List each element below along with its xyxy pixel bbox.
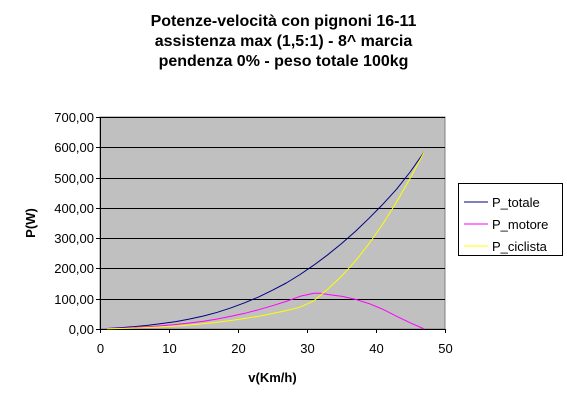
- legend: P_totale P_motore P_ciclista: [458, 183, 563, 256]
- y-tick-label: 100,00: [54, 292, 94, 307]
- series-group: [106, 151, 425, 330]
- series-line-p-ciclista: [106, 151, 425, 330]
- y-tick-label: 300,00: [54, 231, 94, 246]
- grid-lines: [100, 117, 445, 300]
- x-tick-label: 0: [97, 341, 104, 356]
- legend-label-p-ciclista: P_ciclista: [492, 239, 548, 254]
- axes: [100, 117, 445, 330]
- y-tick-label: 600,00: [54, 140, 94, 155]
- x-tick-label: 20: [231, 341, 245, 356]
- legend-label-p-motore: P_motore: [492, 217, 548, 232]
- y-tick-label: 700,00: [54, 110, 94, 125]
- x-tick-label: 40: [369, 341, 383, 356]
- legend-box: [458, 183, 563, 256]
- legend-items: P_totale P_motore P_ciclista: [464, 195, 548, 254]
- x-ticks: 0 10 20 30 40 50: [97, 329, 453, 356]
- plot-area: [99, 116, 446, 330]
- series-line-p-motore: [106, 292, 425, 330]
- chart-title-line-3: pendenza 0% - peso totale 100kg: [158, 53, 409, 70]
- y-ticks: 0,00 100,00 200,00 300,00 400,00 500,00 600,00…: [54, 110, 100, 337]
- x-tick-label: 10: [162, 341, 176, 356]
- x-tick-label: 50: [438, 341, 452, 356]
- y-tick-label: 0,00: [69, 322, 94, 337]
- y-tick-label: 500,00: [54, 171, 94, 186]
- y-axis-title: P(W): [23, 208, 38, 238]
- chart-title-line-2: assistenza max (1,5:1) - 8^ marcia: [154, 33, 413, 50]
- y-tick-label: 400,00: [54, 201, 94, 216]
- x-tick-label: 30: [300, 341, 314, 356]
- series-line-p-totale: [106, 151, 425, 329]
- x-axis-title: v(Km/h): [248, 370, 296, 385]
- legend-label-p-totale: P_totale: [492, 195, 540, 210]
- chart-title: Potenze-velocità con pignoni 16-11 assis…: [0, 12, 567, 72]
- chart-title-line-1: Potenze-velocità con pignoni 16-11: [150, 13, 417, 30]
- y-tick-label: 200,00: [54, 261, 94, 276]
